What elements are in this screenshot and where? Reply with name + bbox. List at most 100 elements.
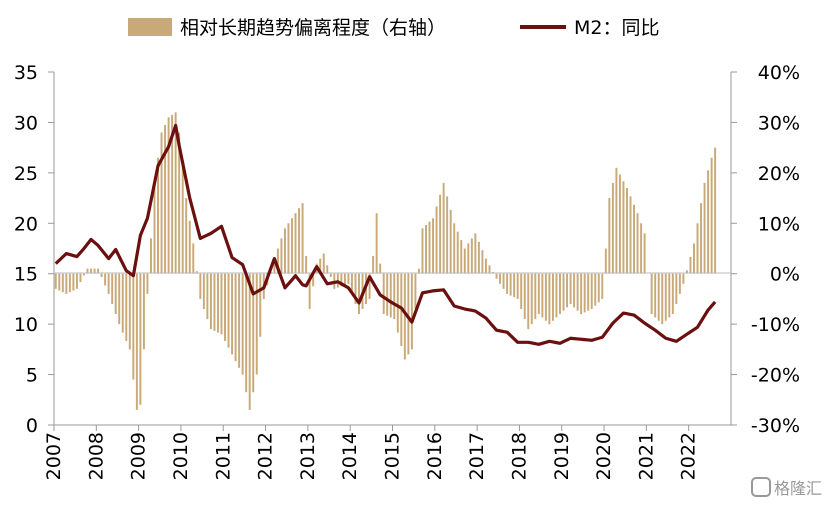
bar-mark [104,273,107,286]
right-tick-label: 30% [758,112,800,134]
bar-mark [164,124,167,274]
x-tick-label: 2021 [635,432,657,480]
bar-mark [463,248,466,274]
bar-mark [245,273,248,393]
bar-mark [689,256,692,274]
bar-mark [192,243,195,274]
bar-mark [209,273,212,330]
bar-mark [283,228,286,274]
x-tick-label: 2014 [339,432,361,480]
left-tick-label: 10 [14,314,38,336]
bar-mark [195,271,198,274]
bar-mark [128,273,131,350]
bar-mark [54,273,57,289]
left-tick-label: 5 [26,365,38,387]
bar-mark [350,273,353,294]
bar-mark [633,204,635,274]
bar-mark [555,273,558,318]
bar-mark [139,273,142,405]
bar-mark [601,273,604,299]
bar-mark [386,273,389,316]
bar-mark [121,273,124,333]
line-mark-m2 [54,123,717,346]
bar-mark [530,273,533,325]
bar-mark [171,114,174,274]
left-tick-label: 20 [14,213,38,235]
x-tick-label: 2009 [128,432,150,480]
bar-mark [664,273,667,321]
bar-mark [93,268,96,274]
right-tick-label: -20% [751,365,800,387]
bar-mark [118,273,121,325]
x-tick-label: 2020 [593,432,615,480]
bar-mark [248,273,251,410]
legend: 相对长期趋势偏离程度（右轴） M2：同比 [128,17,659,39]
bar-mark [583,273,586,313]
bar-mark [199,273,202,299]
bar-mark [611,182,614,274]
bar-mark [220,273,223,335]
bar-mark [661,273,664,325]
bar-mark [516,273,519,299]
bar-mark [319,258,322,274]
bar-mark [513,273,516,298]
bar-mark [410,273,413,350]
bar-mark [573,273,576,308]
left-tick-labels: 0 5 10 15 20 25 30 35 [14,62,54,437]
x-tick-label: 2013 [297,432,319,480]
bar-mark [682,273,685,284]
bar-mark [685,270,688,274]
bar-mark [640,223,643,274]
bar-mark [280,238,283,274]
bar-mark [520,273,523,310]
legend-label-bar: 相对长期趋势偏离程度（右轴） [180,17,446,39]
bar-mark [72,273,75,291]
bar-mark [375,213,378,274]
bar-mark [668,273,671,318]
bar-mark [417,268,420,274]
watermark-logo-icon [751,477,771,497]
bar-mark [710,157,713,274]
bar-mark [231,273,234,355]
bar-mark [678,273,681,294]
bar-mark [107,273,110,294]
right-tick-label: 10% [758,213,800,235]
bar-mark [153,182,156,274]
bar-mark [650,273,653,315]
left-tick-label: 35 [14,62,38,84]
x-tick-label: 2015 [382,432,404,480]
bar-mark [671,273,674,315]
bar-mark [389,273,392,318]
bar-mark [407,273,410,355]
bar-mark [657,273,660,321]
bar-mark [213,273,216,331]
bar-mark [252,273,255,393]
bar-mark [227,273,230,348]
bar-mark [379,263,382,274]
axes [53,72,732,426]
bar-mark [456,231,459,274]
bar-mark [559,273,561,315]
bar-mark [135,273,138,410]
bar-mark [537,273,540,315]
bar-mark [470,238,473,274]
bar-mark [294,213,297,274]
bar-mark [714,147,717,274]
bar-mark [174,112,177,274]
right-tick-label: -30% [751,415,800,437]
bar-mark [703,182,706,274]
bar-mark [157,157,159,274]
bar-mark [185,198,188,274]
bar-mark [206,273,209,320]
x-tick-label: 2018 [508,432,530,480]
bar-mark [477,241,480,274]
left-tick-label: 25 [14,163,38,185]
bar-mark [298,208,301,274]
bar-mark [224,273,226,341]
watermark: 格隆汇 [751,477,822,498]
bar-mark [142,273,145,350]
bar-mark [65,273,68,294]
bar-mark [615,167,618,274]
x-tick-label: 2016 [424,432,446,480]
bar-mark [527,273,530,330]
